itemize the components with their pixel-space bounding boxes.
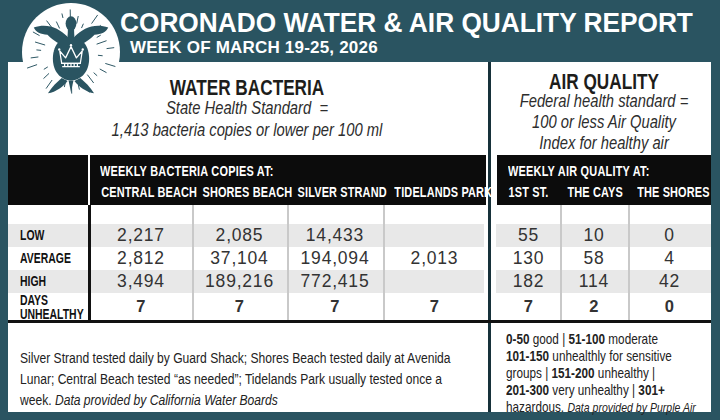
air-footnote: 0-50 good | 51-100 moderate 101-150 unhe… [506, 331, 699, 416]
row-label-average: AVERAGE [20, 247, 86, 270]
table-cell: 194,094 [287, 247, 383, 270]
air-table-header-title: WEEKLY AIR QUALITY AT: [508, 163, 650, 179]
table-cell: 7 [383, 293, 486, 320]
water-table-header-bar: WEEKLY BACTERIA COPIES AT: CENTRAL BEACH… [8, 155, 486, 205]
water-standard-text: State Health Standard =1,413 bacteria co… [51, 97, 443, 141]
column-header-tidelands-park: TIDELANDS PARK [394, 184, 474, 200]
table-cell: 7 [192, 293, 287, 320]
table-cell: 2,812 [90, 247, 192, 270]
table-cell: 2,085 [192, 224, 287, 247]
table-cell: 0 [628, 224, 711, 247]
table-cell: 4 [628, 247, 711, 270]
table-cell: 58 [560, 247, 628, 270]
air-standard-text: Federal health standard =100 or less Air… [516, 91, 691, 154]
section-divider [488, 62, 491, 412]
table-cell: 2,013 [383, 247, 486, 270]
table-cell: 14,433 [287, 224, 383, 247]
table-cell: 37,104 [192, 247, 287, 270]
report-page: CORONADO WATER & AIR QUALITY REPORT WEEK… [0, 0, 720, 420]
table-cell: 189,216 [192, 270, 287, 293]
table-cell: 2,217 [90, 224, 192, 247]
table-cell: 0 [628, 293, 711, 320]
table-cell: 114 [560, 270, 628, 293]
report-title: CORONADO WATER & AIR QUALITY REPORT [120, 7, 693, 39]
table-cell: 182 [497, 270, 560, 293]
report-subtitle: WEEK OF MARCH 19-25, 2026 [130, 38, 378, 58]
table-cell [383, 270, 486, 293]
column-header-shores-beach: SHORES BEACH [202, 184, 276, 200]
table-cell: 42 [628, 270, 711, 293]
table-cell: 772,415 [287, 270, 383, 293]
table-cell: 130 [497, 247, 560, 270]
table-cell: 7 [497, 293, 560, 320]
water-table-header-title: WEEKLY BACTERIA COPIES AT: [100, 163, 274, 179]
table-cell: 3,494 [90, 270, 192, 293]
table-bottom-border [8, 320, 711, 323]
table-cell: 7 [287, 293, 383, 320]
table-cell: 2 [560, 293, 628, 320]
table-cell: 55 [497, 224, 560, 247]
air-table-header-bar: WEEKLY AIR QUALITY AT: 1ST ST. THE CAYS … [497, 155, 711, 205]
row-label-low: LOW [20, 224, 86, 247]
water-footnote: Silver Strand tested daily by Guard Shac… [20, 347, 476, 410]
column-header-the-shores: THE SHORES [637, 184, 702, 200]
column-header-1st-st: 1ST ST. [504, 184, 553, 200]
row-label-days-unhealthy: DAYS UNHEALTHY [20, 293, 88, 320]
row-label-high: HIGH [20, 270, 86, 293]
table-cell [383, 224, 486, 247]
column-header-the-cays: THE CAYS [567, 184, 620, 200]
column-header-central-beach: CENTRAL BEACH [101, 184, 181, 200]
table-cell: 10 [560, 224, 628, 247]
column-header-silver-strand: SILVER STRAND [298, 184, 373, 200]
header-bar-divider [88, 155, 90, 205]
table-cell: 7 [90, 293, 192, 320]
